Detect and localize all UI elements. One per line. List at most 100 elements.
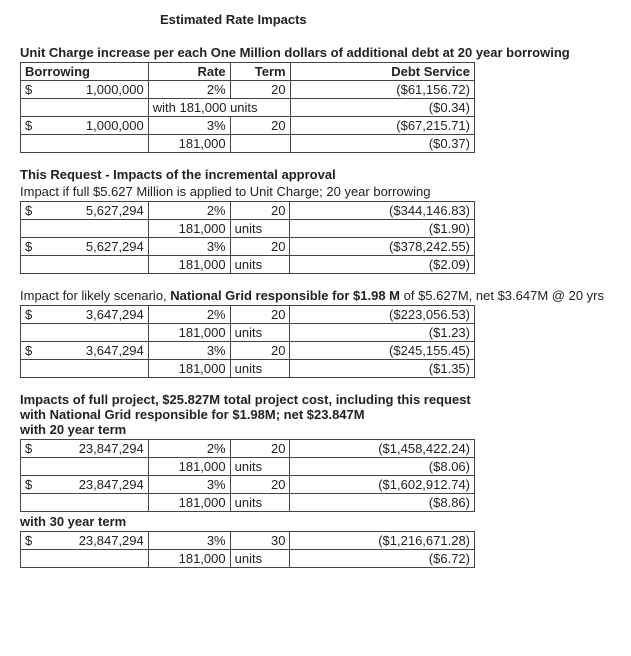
cell-borrow: 23,847,294 bbox=[38, 440, 148, 458]
section2-heading: This Request - Impacts of the incrementa… bbox=[20, 167, 611, 182]
section2-table: $ 5,627,294 2% 20 ($344,146.83) 181,000 … bbox=[20, 201, 475, 274]
cell-borrow bbox=[38, 494, 148, 512]
cell-units: units bbox=[230, 360, 290, 378]
cell-debt: ($6.72) bbox=[290, 550, 475, 568]
cell-borrow bbox=[38, 99, 148, 117]
cell-borrow bbox=[38, 458, 148, 476]
cell-debt: ($378,242.55) bbox=[290, 238, 475, 256]
cell-borrow bbox=[38, 324, 148, 342]
cell-debt: ($67,215.71) bbox=[290, 117, 474, 135]
cell-debt: ($0.34) bbox=[290, 99, 474, 117]
table-row: 181,000 units ($1.23) bbox=[21, 324, 475, 342]
cell-debt: ($0.37) bbox=[290, 135, 474, 153]
table-row: 181,000 units ($8.06) bbox=[21, 458, 475, 476]
table-row: 181,000 units ($2.09) bbox=[21, 256, 475, 274]
table-row: $ 3,647,294 3% 20 ($245,155.45) bbox=[21, 342, 475, 360]
cell-rate: 2% bbox=[148, 81, 230, 99]
cell-currency: $ bbox=[21, 476, 39, 494]
cell-term bbox=[230, 135, 290, 153]
section4-heading1: Impacts of full project, $25.827M total … bbox=[20, 392, 611, 407]
section4-sub20: with 20 year term bbox=[20, 422, 611, 437]
cell-currency bbox=[21, 99, 39, 117]
cell-units: units bbox=[230, 550, 290, 568]
table-row: 181,000 ($0.37) bbox=[21, 135, 475, 153]
cell-units: units bbox=[230, 458, 290, 476]
section3-heading-post: of $5.627M, net $3.647M @ 20 yrs bbox=[400, 288, 604, 303]
cell-debt: ($1.90) bbox=[290, 220, 475, 238]
cell-rate: 3% bbox=[148, 238, 230, 256]
cell-rate: 3% bbox=[148, 342, 230, 360]
page-title: Estimated Rate Impacts bbox=[20, 12, 611, 27]
section1-table: Borrowing Rate Term Debt Service $ 1,000… bbox=[20, 62, 475, 153]
cell-term: 20 bbox=[230, 81, 290, 99]
cell-currency bbox=[21, 220, 39, 238]
cell-debt: ($1,458,422.24) bbox=[290, 440, 475, 458]
cell-rate: 2% bbox=[148, 440, 230, 458]
cell-currency: $ bbox=[21, 238, 39, 256]
cell-units: units bbox=[230, 494, 290, 512]
cell-rate: 181,000 bbox=[148, 324, 230, 342]
table-row: $ 3,647,294 2% 20 ($223,056.53) bbox=[21, 306, 475, 324]
cell-term: 30 bbox=[230, 532, 290, 550]
cell-rate: 181,000 bbox=[148, 494, 230, 512]
cell-currency: $ bbox=[21, 532, 39, 550]
cell-debt: ($1,216,671.28) bbox=[290, 532, 475, 550]
cell-term: 20 bbox=[230, 117, 290, 135]
section4-sub30: with 30 year term bbox=[20, 514, 611, 529]
cell-term: 20 bbox=[230, 342, 290, 360]
cell-rate: 181,000 bbox=[148, 256, 230, 274]
cell-rate: 181,000 bbox=[148, 220, 230, 238]
cell-term: 20 bbox=[230, 238, 290, 256]
table-row: $ 5,627,294 3% 20 ($378,242.55) bbox=[21, 238, 475, 256]
cell-rate: 181,000 bbox=[148, 135, 230, 153]
table-row: $ 23,847,294 3% 30 ($1,216,671.28) bbox=[21, 532, 475, 550]
section4-heading2: with National Grid responsible for $1.98… bbox=[20, 407, 611, 422]
table-row: 181,000 units ($6.72) bbox=[21, 550, 475, 568]
cell-rate: 181,000 bbox=[148, 550, 230, 568]
cell-debt: ($223,056.53) bbox=[290, 306, 475, 324]
cell-debt: ($1,602,912.74) bbox=[290, 476, 475, 494]
cell-term: 20 bbox=[230, 306, 290, 324]
table-row: 181,000 units ($1.35) bbox=[21, 360, 475, 378]
cell-debt: ($1.23) bbox=[290, 324, 475, 342]
cell-rate: 3% bbox=[148, 532, 230, 550]
cell-currency: $ bbox=[21, 440, 39, 458]
cell-debt: ($1.35) bbox=[290, 360, 475, 378]
cell-currency bbox=[21, 550, 39, 568]
cell-borrow: 3,647,294 bbox=[38, 342, 148, 360]
cell-rate: 2% bbox=[148, 306, 230, 324]
table-row: $ 23,847,294 3% 20 ($1,602,912.74) bbox=[21, 476, 475, 494]
section3-table: $ 3,647,294 2% 20 ($223,056.53) 181,000 … bbox=[20, 305, 475, 378]
col-header-rate: Rate bbox=[148, 63, 230, 81]
cell-currency bbox=[21, 458, 39, 476]
table-row: with 181,000 units ($0.34) bbox=[21, 99, 475, 117]
cell-borrow bbox=[38, 220, 148, 238]
cell-term: 20 bbox=[230, 440, 290, 458]
table-row: $ 5,627,294 2% 20 ($344,146.83) bbox=[21, 202, 475, 220]
table-row: 181,000 units ($8.86) bbox=[21, 494, 475, 512]
table-row: $ 1,000,000 3% 20 ($67,215.71) bbox=[21, 117, 475, 135]
section3-heading-pre: Impact for likely scenario, bbox=[20, 288, 170, 303]
table-header-row: Borrowing Rate Term Debt Service bbox=[21, 63, 475, 81]
section3-heading: Impact for likely scenario, National Gri… bbox=[20, 288, 611, 303]
cell-borrow: 23,847,294 bbox=[38, 476, 148, 494]
section3-heading-bold: National Grid responsible for $1.98 M bbox=[170, 288, 400, 303]
section1-heading: Unit Charge increase per each One Millio… bbox=[20, 45, 611, 60]
cell-currency: $ bbox=[21, 81, 39, 99]
cell-debt: ($61,156.72) bbox=[290, 81, 474, 99]
cell-units: units bbox=[230, 324, 290, 342]
cell-rate: 181,000 bbox=[148, 360, 230, 378]
cell-borrow bbox=[38, 135, 148, 153]
cell-borrow: 1,000,000 bbox=[38, 81, 148, 99]
section2-subheading: Impact if full $5.627 Million is applied… bbox=[20, 184, 611, 199]
cell-debt: ($344,146.83) bbox=[290, 202, 475, 220]
cell-currency bbox=[21, 360, 39, 378]
cell-debt: ($2.09) bbox=[290, 256, 475, 274]
cell-units: units bbox=[230, 256, 290, 274]
cell-rate: 3% bbox=[148, 117, 230, 135]
cell-rate: 2% bbox=[148, 202, 230, 220]
table-row: $ 1,000,000 2% 20 ($61,156.72) bbox=[21, 81, 475, 99]
cell-currency bbox=[21, 256, 39, 274]
col-header-term: Term bbox=[230, 63, 290, 81]
col-header-debt: Debt Service bbox=[290, 63, 474, 81]
